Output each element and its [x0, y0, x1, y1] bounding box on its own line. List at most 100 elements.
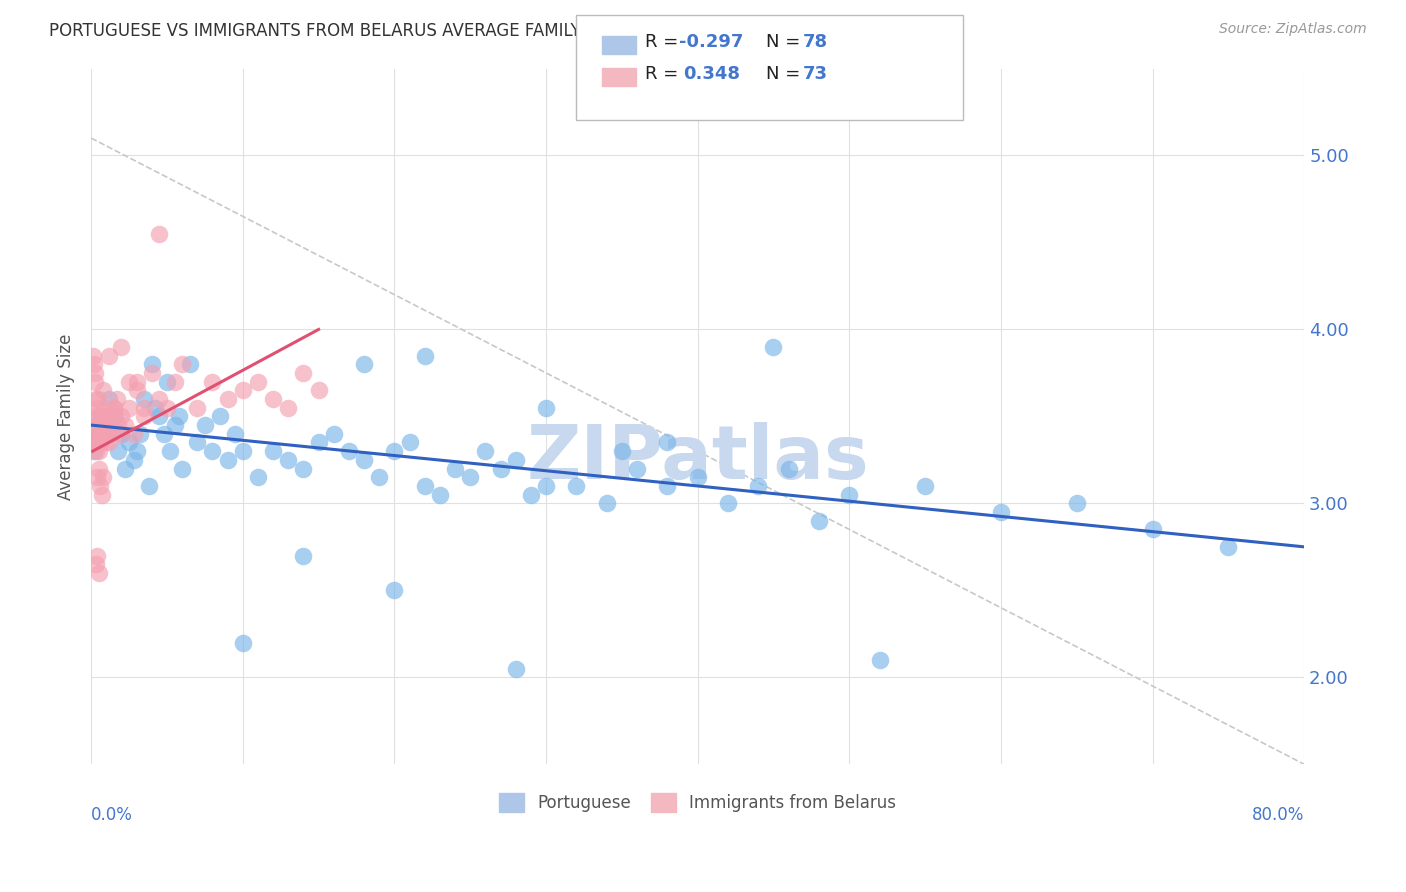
Point: [134, 401, 156, 415]
Point: [167, 409, 190, 424]
Point: [84, 418, 107, 433]
Point: [89, 409, 111, 424]
Point: [148, 227, 170, 241]
Point: [353, 453, 375, 467]
Point: [686, 470, 709, 484]
Point: [141, 366, 163, 380]
Point: [186, 401, 208, 415]
Point: [103, 401, 125, 415]
Point: [98, 435, 121, 450]
Point: [82, 349, 104, 363]
Point: [384, 583, 406, 598]
Point: [353, 357, 375, 371]
Point: [90, 409, 112, 424]
Point: [110, 426, 132, 441]
Point: [153, 426, 176, 441]
Point: [657, 479, 679, 493]
Point: [84, 375, 107, 389]
Point: [101, 426, 124, 441]
Text: -0.297: -0.297: [679, 33, 744, 51]
Point: [91, 470, 114, 484]
Point: [413, 349, 436, 363]
Point: [138, 479, 160, 493]
Point: [87, 418, 110, 433]
Point: [128, 426, 150, 441]
Point: [159, 444, 181, 458]
Point: [110, 340, 132, 354]
Point: [292, 461, 315, 475]
Point: [87, 566, 110, 580]
Point: [368, 470, 391, 484]
Point: [83, 444, 105, 458]
Point: [308, 384, 330, 398]
Text: 80.0%: 80.0%: [1251, 806, 1305, 824]
Point: [838, 488, 860, 502]
Point: [747, 479, 769, 493]
Point: [83, 409, 105, 424]
Point: [98, 349, 121, 363]
Text: ZIPatlas: ZIPatlas: [526, 422, 869, 495]
Point: [232, 384, 254, 398]
Point: [87, 392, 110, 406]
Point: [118, 375, 141, 389]
Point: [292, 366, 315, 380]
Point: [97, 409, 120, 424]
Point: [232, 635, 254, 649]
Point: [91, 384, 114, 398]
Point: [778, 461, 800, 475]
Point: [1218, 540, 1240, 554]
Point: [114, 418, 136, 433]
Point: [489, 461, 512, 475]
Point: [103, 409, 125, 424]
Point: [277, 401, 299, 415]
Point: [122, 453, 145, 467]
Point: [84, 558, 107, 572]
Point: [93, 401, 115, 415]
Point: [110, 409, 132, 424]
Point: [90, 488, 112, 502]
Text: PORTUGUESE VS IMMIGRANTS FROM BELARUS AVERAGE FAMILY SIZE CORRELATION CHART: PORTUGUESE VS IMMIGRANTS FROM BELARUS AV…: [49, 22, 808, 40]
Point: [657, 435, 679, 450]
Text: 0.0%: 0.0%: [91, 806, 134, 824]
Point: [82, 426, 104, 441]
Text: 0.348: 0.348: [683, 65, 741, 83]
Point: [114, 461, 136, 475]
Point: [337, 444, 360, 458]
Point: [534, 479, 557, 493]
Point: [96, 426, 118, 441]
Point: [96, 418, 118, 433]
Point: [148, 392, 170, 406]
Text: 73: 73: [803, 65, 828, 83]
Point: [246, 375, 269, 389]
Point: [107, 444, 129, 458]
Point: [1142, 523, 1164, 537]
Point: [429, 488, 451, 502]
Point: [105, 392, 128, 406]
Point: [96, 409, 118, 424]
Point: [201, 444, 224, 458]
Point: [91, 418, 114, 433]
Point: [90, 426, 112, 441]
Point: [717, 496, 740, 510]
Point: [1066, 496, 1088, 510]
Point: [505, 453, 527, 467]
Point: [610, 444, 633, 458]
Y-axis label: Average Family Size: Average Family Size: [58, 334, 75, 500]
Point: [156, 375, 179, 389]
Point: [807, 514, 830, 528]
Point: [82, 435, 104, 450]
Point: [209, 409, 232, 424]
Point: [125, 375, 148, 389]
Point: [232, 444, 254, 458]
Point: [179, 357, 201, 371]
Point: [141, 357, 163, 371]
Point: [534, 401, 557, 415]
Point: [277, 453, 299, 467]
Point: [134, 409, 156, 424]
Text: R =: R =: [645, 65, 685, 83]
Point: [108, 426, 131, 441]
Point: [990, 505, 1012, 519]
Point: [87, 409, 110, 424]
Point: [163, 375, 186, 389]
Text: R =: R =: [645, 33, 685, 51]
